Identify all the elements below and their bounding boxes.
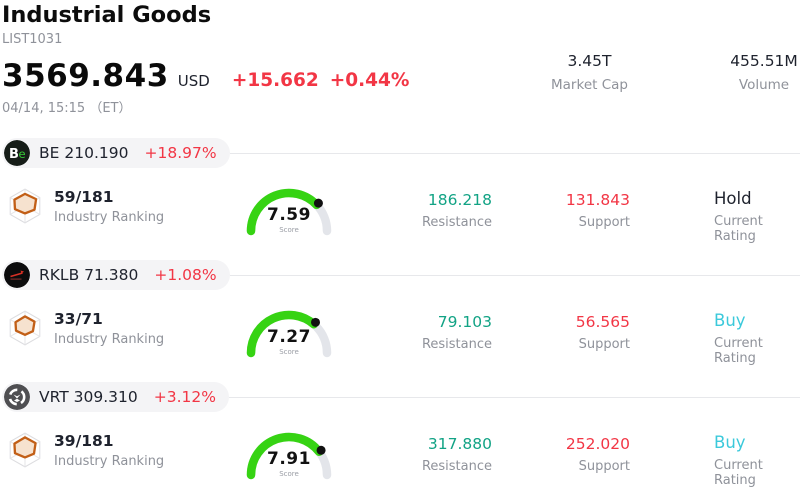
svg-text:e: e	[19, 147, 26, 161]
current-rating-label: Current Rating	[714, 458, 763, 488]
list-id: LIST1031	[2, 32, 63, 47]
list-price: 3569.843	[2, 58, 169, 94]
rocket-lab-logo-icon	[4, 262, 30, 288]
industry-ranking-label: Industry Ranking	[54, 453, 165, 469]
resistance-block: 186.218 Resistance	[357, 191, 492, 230]
score-value: 7.91	[267, 449, 311, 469]
industry-ranking-value: 33/71	[54, 309, 103, 328]
vertiv-logo-icon	[4, 384, 30, 410]
resistance-label: Resistance	[421, 215, 492, 230]
row-divider	[229, 396, 800, 398]
current-rating-value: Buy	[714, 433, 746, 452]
resistance-value: 79.103	[437, 313, 492, 331]
industry-ranking-value: 39/181	[54, 431, 114, 450]
ticker-pill-row: VRT 309.310 +3.12%	[2, 382, 800, 412]
ticker-change-percent: +3.12%	[153, 388, 216, 406]
resistance-value: 317.880	[427, 435, 492, 453]
score-label: Score	[279, 470, 299, 478]
radar-chart-icon	[9, 188, 41, 224]
stock-row-vrt: VRT 309.310 +3.12% 39/181 Industry Ranki…	[2, 382, 800, 491]
ticker-change-percent: +18.97%	[144, 144, 217, 162]
industry-ranking-label: Industry Ranking	[54, 209, 165, 225]
current-rating-block: Buy Current Rating	[714, 311, 800, 366]
price-change: +15.662	[231, 70, 319, 91]
ticker-and-price: BE 210.190	[39, 144, 129, 162]
ticker-pill-row: RKLB 71.380 +1.08%	[2, 260, 800, 290]
page-title: Industrial Goods	[2, 2, 212, 28]
price-currency: USD	[177, 72, 210, 90]
industry-ranking-value: 59/181	[54, 187, 114, 206]
score-gauge: 7.27 Score	[236, 303, 342, 365]
market-cap-value: 3.45T	[567, 52, 612, 70]
support-block: 56.565 Support	[497, 313, 630, 352]
ticker-pill-be[interactable]: B e BE 210.190 +18.97%	[2, 138, 230, 168]
stock-row-details: 33/71 Industry Ranking 7.27 Score 79.103…	[2, 307, 800, 369]
industry-ranking-block: 39/181 Industry Ranking	[6, 431, 164, 469]
score-gauge-text: 7.59 Score	[236, 205, 342, 234]
support-block: 252.020 Support	[497, 435, 630, 474]
industry-ranking-block: 59/181 Industry Ranking	[6, 187, 164, 225]
support-label: Support	[578, 459, 630, 474]
current-rating-block: Buy Current Rating	[714, 433, 800, 488]
price-row: 3569.843 USD +15.662 +0.44%	[2, 60, 800, 93]
stock-row-details: 59/181 Industry Ranking 7.59 Score 186.2…	[2, 185, 800, 247]
price-change-percent: +0.44%	[329, 70, 410, 91]
score-gauge-arc	[236, 425, 342, 487]
bloom-energy-logo-icon: B e	[4, 140, 30, 166]
resistance-value: 186.218	[427, 191, 492, 209]
quote-timestamp: 04/14, 15:15 （ET）	[2, 100, 132, 116]
stock-row-details: 39/181 Industry Ranking 7.91 Score 317.8…	[2, 429, 800, 491]
score-label: Score	[279, 348, 299, 356]
score-value: 7.59	[267, 205, 311, 225]
stock-row-be: B e BE 210.190 +18.97% 59/181 In	[2, 138, 800, 247]
ticker-and-price: VRT 309.310	[39, 388, 138, 406]
score-gauge: 7.91 Score	[236, 425, 342, 487]
score-value: 7.27	[267, 327, 311, 347]
ticker-pill-row: B e BE 210.190 +18.97%	[2, 138, 800, 168]
support-block: 131.843 Support	[497, 191, 630, 230]
svg-text:B: B	[9, 147, 19, 162]
support-label: Support	[578, 215, 630, 230]
stock-row-rklb: RKLB 71.380 +1.08% 33/71 Industry Rankin…	[2, 260, 800, 369]
score-gauge: 7.59 Score	[236, 181, 342, 243]
current-rating-value: Hold	[714, 189, 752, 208]
ticker-and-price: RKLB 71.380	[39, 266, 139, 284]
radar-chart-icon	[9, 432, 41, 468]
support-value: 252.020	[565, 435, 630, 453]
score-gauge-arc	[236, 303, 342, 365]
support-value: 56.565	[575, 313, 630, 331]
score-label: Score	[279, 226, 299, 234]
resistance-block: 317.880 Resistance	[357, 435, 492, 474]
score-gauge-text: 7.27 Score	[236, 327, 342, 356]
volume-value: 455.51M	[730, 52, 798, 70]
market-cap-stat: 3.45T Market Cap	[507, 52, 672, 93]
resistance-label: Resistance	[421, 459, 492, 474]
resistance-label: Resistance	[421, 337, 492, 352]
ticker-pill-rklb[interactable]: RKLB 71.380 +1.08%	[2, 260, 230, 290]
current-rating-label: Current Rating	[714, 336, 763, 366]
ticker-pill-vrt[interactable]: VRT 309.310 +3.12%	[2, 382, 229, 412]
score-gauge-text: 7.91 Score	[236, 449, 342, 478]
score-gauge-arc	[236, 181, 342, 243]
industry-ranking-label: Industry Ranking	[54, 331, 165, 347]
volume-label: Volume	[738, 77, 790, 93]
current-rating-block: Hold Current Rating	[714, 189, 800, 244]
support-value: 131.843	[565, 191, 630, 209]
resistance-block: 79.103 Resistance	[357, 313, 492, 352]
volume-stat: 455.51M Volume	[680, 52, 800, 93]
radar-chart-icon	[9, 310, 41, 346]
list-header: Industrial Goods LIST1031 3569.843 USD +…	[2, 2, 800, 134]
market-cap-label: Market Cap	[551, 77, 628, 93]
ticker-change-percent: +1.08%	[154, 266, 217, 284]
current-rating-value: Buy	[714, 311, 746, 330]
row-divider	[229, 152, 800, 154]
row-divider	[229, 274, 800, 276]
support-label: Support	[578, 337, 630, 352]
industry-ranking-block: 33/71 Industry Ranking	[6, 309, 164, 347]
current-rating-label: Current Rating	[714, 214, 763, 244]
